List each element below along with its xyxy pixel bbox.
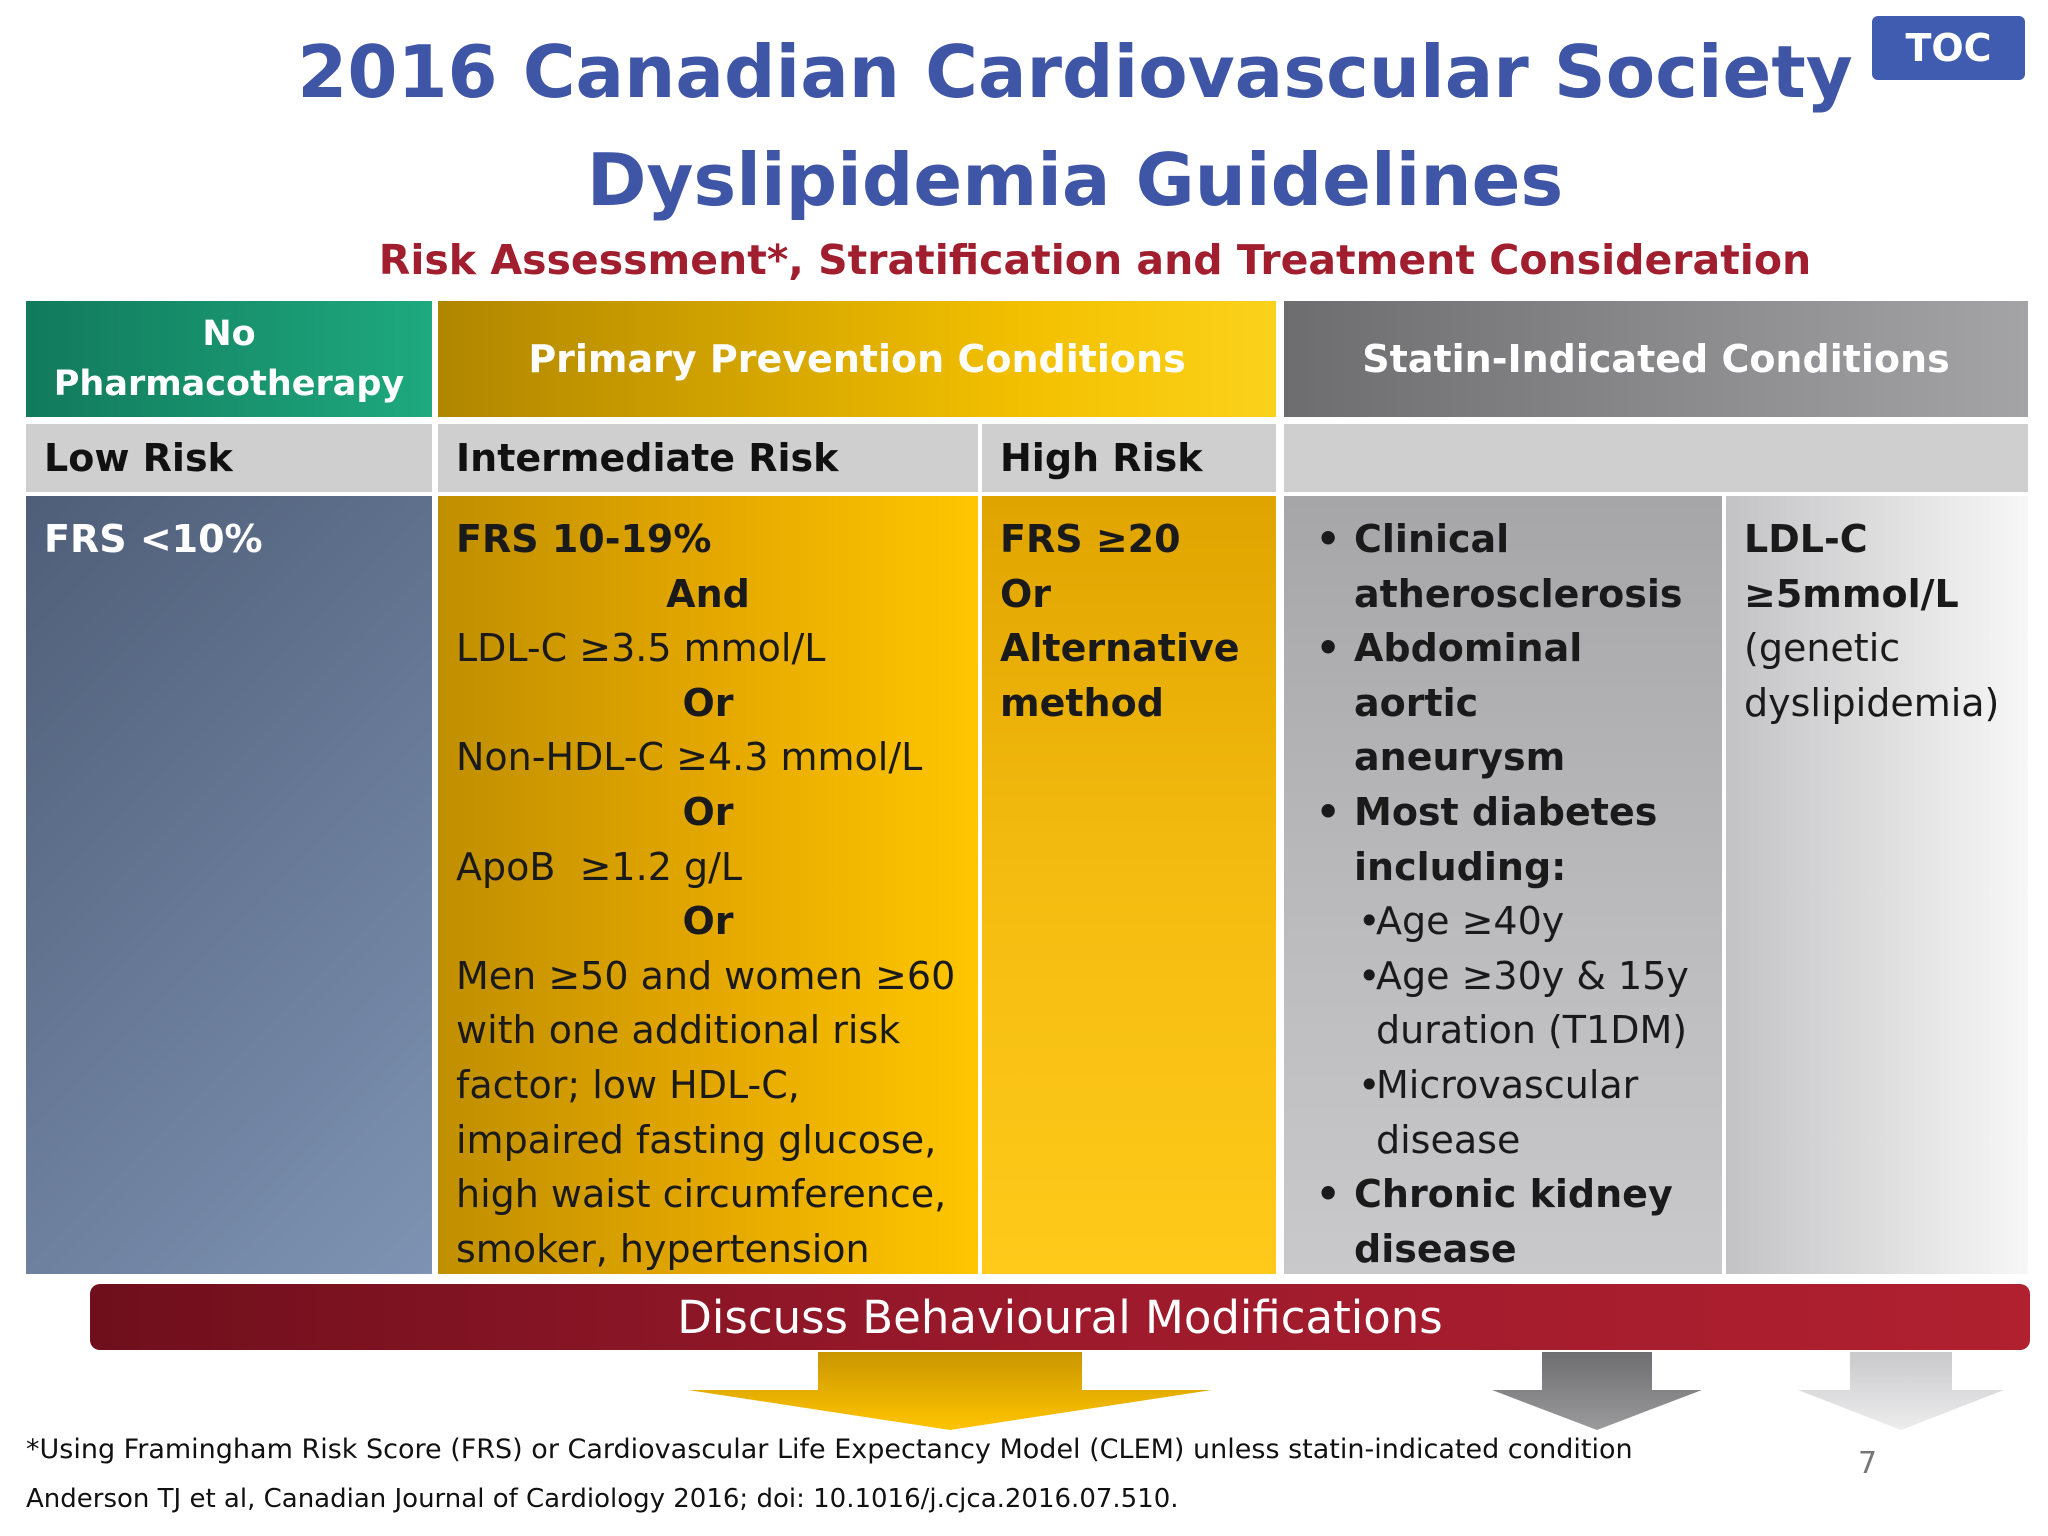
high-risk-line2: Or	[1000, 571, 1052, 616]
list-item: Chronic kidney disease	[1302, 1167, 1704, 1276]
subheader-statin-blank	[1284, 424, 2028, 492]
sub-list-item-text: duration (T1DM)	[1376, 1008, 1688, 1053]
intermediate-or-1: Or	[682, 680, 734, 725]
toc-button[interactable]: TOC	[1872, 16, 2025, 80]
sub-list-item-text: Age ≥30y & 15y	[1376, 953, 1689, 998]
header-statin-indicated: Statin-Indicated Conditions	[1284, 301, 2028, 417]
arrow-down-gray-icon	[1492, 1352, 1702, 1430]
subheader-low-risk: Low Risk	[26, 424, 432, 492]
list-item: Clinical atherosclerosis	[1302, 512, 1704, 621]
header-primary-prevention: Primary Prevention Conditions	[438, 301, 1276, 417]
intermediate-ldl: LDL-C ≥3.5 mmol/L	[456, 626, 826, 671]
list-item-text: including:	[1354, 844, 1567, 889]
arrow-down-light-gray-icon	[1798, 1352, 2004, 1430]
ldl-line2: ≥5mmol/L	[1744, 571, 1959, 616]
list-item-text: Chronic kidney	[1354, 1172, 1673, 1217]
ldl-line4: dyslipidemia)	[1744, 680, 2000, 725]
cell-low-risk: FRS <10%	[26, 496, 432, 1274]
page-number: 7	[1858, 1446, 1878, 1481]
header-no-pharmacotherapy-line2: Pharmacotherapy	[53, 364, 405, 404]
page-title-line2: Dyslipidemia Guidelines	[586, 138, 1564, 222]
sub-list-item: Microvascular disease	[1302, 1058, 1704, 1167]
ldl-line3: (genetic	[1744, 626, 1901, 671]
sub-list-item: Age ≥30y & 15y duration (T1DM)	[1302, 949, 1704, 1058]
intermediate-men-women-line5: high waist circumference,	[456, 1172, 947, 1217]
low-risk-criteria: FRS <10%	[44, 517, 263, 561]
list-item-text: atherosclerosis	[1354, 571, 1683, 616]
list-item-text: Abdominal aortic	[1354, 626, 1583, 725]
list-item-text: Clinical	[1354, 517, 1510, 561]
intermediate-and: And	[666, 571, 750, 616]
subheader-high-risk: High Risk	[982, 424, 1276, 492]
high-risk-line1: FRS ≥20	[1000, 517, 1181, 561]
subheader-intermediate-risk: Intermediate Risk	[438, 424, 978, 492]
cell-high-risk: FRS ≥20 Or Alternative method	[982, 496, 1276, 1274]
intermediate-nonhdl: Non-HDL-C ≥4.3 mmol/L	[456, 735, 923, 780]
sub-list-item-text: Age ≥40y	[1376, 899, 1565, 944]
page-title: 2016 Canadian Cardiovascular Society Dys…	[250, 18, 1900, 234]
citation: Anderson TJ et al, Canadian Journal of C…	[26, 1484, 1179, 1514]
sub-list-item-text: disease	[1376, 1117, 1521, 1162]
sub-list-item-text: Microvascular	[1376, 1062, 1639, 1107]
intermediate-men-women-line3: factor; low HDL-C,	[456, 1062, 800, 1107]
list-item-text: disease	[1354, 1226, 1517, 1271]
intermediate-men-women-line2: with one additional risk	[456, 1008, 901, 1053]
list-item: Most diabetes including:	[1302, 785, 1704, 894]
intermediate-men-women-line1: Men ≥50 and women ≥60	[456, 953, 956, 998]
list-item-text: aneurysm	[1354, 735, 1566, 780]
intermediate-or-2: Or	[682, 789, 734, 834]
intermediate-men-women-line6: smoker, hypertension	[456, 1226, 870, 1271]
behaviour-modifications-bar: Discuss Behavioural Modifications	[90, 1284, 2030, 1350]
sub-list-item: Age ≥40y	[1302, 894, 1704, 949]
list-item-text: Most diabetes	[1354, 789, 1658, 834]
list-item: Abdominal aortic aneurysm	[1302, 621, 1704, 785]
high-risk-line4: method	[1000, 680, 1164, 725]
ldl-line1: LDL-C	[1744, 517, 1868, 561]
arrow-down-gold-icon	[688, 1352, 1212, 1430]
page-title-line1: 2016 Canadian Cardiovascular Society	[297, 30, 1853, 114]
intermediate-frs: FRS 10-19%	[456, 517, 712, 561]
page-subtitle: Risk Assessment*, Stratification and Tre…	[378, 236, 1812, 284]
cell-statin-clinical: Clinical atherosclerosis Abdominal aorti…	[1284, 496, 1722, 1274]
header-no-pharmacotherapy: No Pharmacotherapy	[26, 301, 432, 417]
high-risk-line3: Alternative	[1000, 626, 1240, 671]
header-no-pharmacotherapy-line1: No	[202, 314, 256, 354]
footnote: *Using Framingham Risk Score (FRS) or Ca…	[26, 1434, 1633, 1465]
intermediate-apob: ApoB ≥1.2 g/L	[456, 844, 743, 889]
cell-statin-ldl: LDL-C ≥5mmol/L (genetic dyslipidemia)	[1726, 496, 2028, 1274]
intermediate-or-3: Or	[682, 899, 734, 944]
cell-intermediate-risk: FRS 10-19% And LDL-C ≥3.5 mmol/L Or Non-…	[438, 496, 978, 1274]
intermediate-men-women-line4: impaired fasting glucose,	[456, 1117, 937, 1162]
